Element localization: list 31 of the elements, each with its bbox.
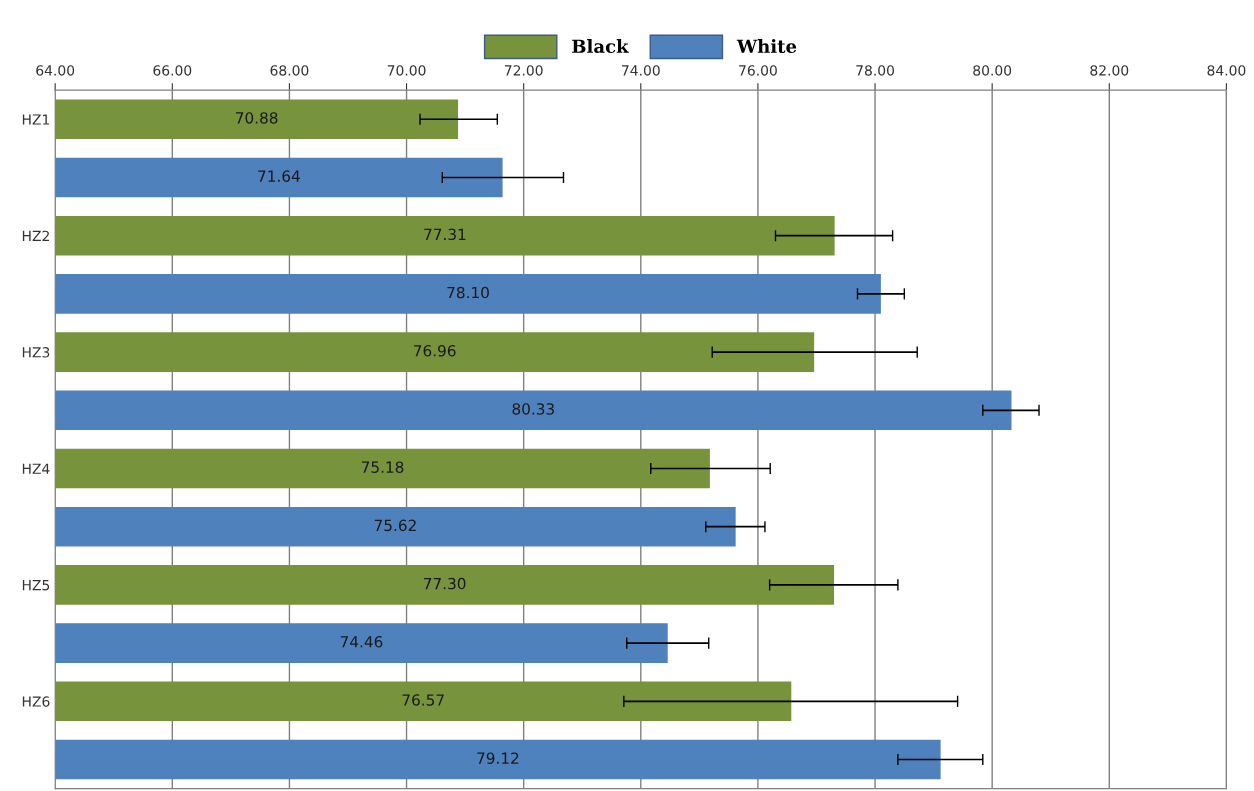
y-tick-label: HZ6: [22, 696, 50, 707]
y-tick-label: HZ2: [22, 230, 49, 241]
data-label: 77.30: [424, 577, 466, 590]
x-tick-label: 84.00: [1207, 65, 1246, 76]
x-tick-label: 70.00: [387, 65, 426, 76]
x-tick-label: 82.00: [1090, 65, 1129, 76]
x-tick-label: 78.00: [856, 65, 894, 76]
data-label: 75.62: [374, 519, 416, 532]
y-tick-label: HZ5: [22, 580, 50, 591]
x-tick-label: 76.00: [739, 65, 777, 76]
y-tick-label: HZ4: [22, 463, 50, 474]
x-tick-label: 72.00: [504, 65, 543, 76]
x-tick-label: 80.00: [973, 65, 1012, 76]
data-label: 74.46: [340, 635, 383, 648]
x-tick-label: 74.00: [622, 65, 660, 76]
legend-label: White: [736, 39, 797, 54]
x-tick-label: 66.00: [153, 65, 192, 76]
data-label: 79.12: [477, 752, 519, 764]
data-label: 71.64: [258, 170, 300, 182]
data-label: 76.96: [414, 344, 456, 357]
legend-label: Black: [572, 39, 629, 54]
y-tick-label: HZ1: [22, 114, 50, 125]
data-label: 76.57: [402, 694, 444, 706]
data-label: 70.88: [236, 112, 278, 124]
x-tick-label: 68.00: [270, 65, 309, 76]
data-label: 78.10: [447, 286, 489, 299]
data-label: 77.31: [424, 228, 466, 241]
x-tick-label: 64.00: [36, 65, 75, 76]
data-label: 75.18: [361, 461, 404, 473]
data-label: 80.33: [512, 403, 554, 415]
y-tick-label: HZ3: [22, 347, 50, 358]
